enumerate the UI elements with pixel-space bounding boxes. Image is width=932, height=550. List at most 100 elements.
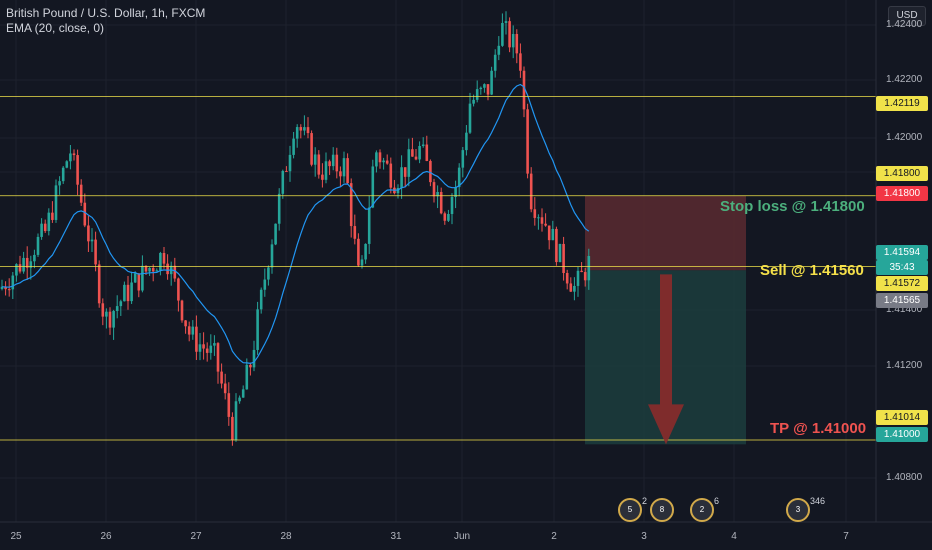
candle-body: [205, 348, 209, 353]
candle-body: [375, 152, 378, 167]
time-tick-label: 25: [10, 531, 22, 542]
candle-body: [497, 45, 501, 55]
candle-body: [519, 53, 522, 71]
candle-body: [461, 150, 465, 168]
candle-body: [58, 181, 61, 186]
candle-body: [486, 84, 490, 95]
candle-body: [36, 236, 40, 255]
candle-body: [443, 213, 447, 221]
level-tag-1: 1.42119: [876, 96, 928, 111]
candle-body: [515, 34, 519, 54]
candle-body: [324, 161, 328, 180]
tp-marker-tag: 1.41000: [876, 427, 928, 442]
event-icon-4[interactable]: 3: [786, 498, 810, 522]
candle-body: [115, 306, 119, 311]
candle-body: [382, 160, 385, 163]
candle-body: [97, 264, 101, 304]
candle-body: [187, 326, 191, 335]
candle-body: [339, 171, 342, 177]
stop-loss-annotation: Stop loss @ 1.41800: [720, 198, 865, 215]
candle-body: [87, 225, 90, 242]
candle-body: [227, 393, 231, 417]
candle-body: [306, 127, 310, 134]
price-tick-label: 1.41200: [886, 360, 923, 371]
candle-body: [141, 265, 144, 291]
candle-body: [245, 364, 249, 390]
candle-body: [580, 270, 583, 273]
candle-body: [407, 149, 411, 177]
candle-body: [569, 283, 573, 292]
candle-body: [155, 270, 159, 272]
time-tick-label: 26: [100, 531, 112, 542]
currency-label[interactable]: USD: [888, 6, 926, 26]
countdown-tag: 35:43: [876, 260, 928, 275]
candle-body: [313, 154, 317, 165]
candle-body: [389, 163, 393, 188]
event-count-1: 2: [642, 496, 648, 506]
candle-body: [18, 264, 22, 272]
candle-body: [425, 144, 429, 161]
candle-body: [411, 149, 414, 157]
chart-legend[interactable]: British Pound / U.S. Dollar, 1h, FXCM EM…: [6, 6, 205, 36]
candle-body: [288, 154, 292, 172]
candle-body: [483, 84, 486, 88]
candle-body: [259, 289, 263, 310]
candle-body: [504, 21, 508, 23]
candle-body: [151, 267, 155, 272]
price-tick-label: 1.41400: [886, 304, 923, 315]
event-icon-2[interactable]: 8: [650, 498, 674, 522]
candle-body: [432, 182, 436, 197]
candle-body: [61, 167, 65, 182]
candle-body: [159, 252, 162, 271]
candle-body: [25, 257, 29, 268]
candle-body: [202, 344, 205, 349]
candle-body: [479, 87, 483, 90]
candle-body: [573, 285, 576, 292]
candle-body: [72, 153, 76, 156]
candle-body: [522, 70, 526, 110]
candle-body: [274, 223, 277, 245]
candle-body: [0, 286, 4, 289]
candle-body: [216, 343, 220, 372]
time-tick-label: 2: [551, 531, 557, 542]
candle-body: [184, 320, 187, 327]
candle-body: [335, 154, 339, 172]
candle-body: [501, 22, 504, 46]
candle-body: [234, 401, 238, 440]
candle-body: [177, 278, 180, 301]
event-icon-1[interactable]: 5: [618, 498, 642, 522]
candle-body: [551, 228, 555, 241]
candle-body: [403, 167, 407, 177]
grid: [0, 0, 876, 522]
candle-body: [346, 158, 349, 184]
candle-body: [277, 193, 281, 224]
candle-body: [317, 154, 321, 175]
candle-body: [270, 244, 274, 268]
candle-body: [213, 343, 216, 346]
candle-body: [223, 383, 227, 394]
candle-body: [191, 326, 195, 335]
candle-body: [349, 183, 353, 227]
event-icon-3[interactable]: 2: [690, 498, 714, 522]
stop-loss-zone: [585, 195, 746, 271]
candle-body: [133, 273, 137, 283]
last-level-tag: 1.41565: [876, 293, 928, 308]
candle-body: [249, 364, 252, 368]
down-arrow: [648, 274, 684, 445]
candle-body: [231, 416, 234, 440]
candle-body: [281, 170, 285, 194]
stop-marker-tag: 1.41800: [876, 186, 928, 201]
time-tick-label: Jun: [453, 531, 471, 542]
candle-body: [526, 109, 529, 174]
indicator-label[interactable]: EMA (20, close, 0): [6, 21, 105, 35]
symbol-label[interactable]: British Pound / U.S. Dollar, 1h, FXCM: [6, 6, 206, 20]
candle-body: [285, 170, 288, 172]
candle-body: [195, 326, 198, 352]
price-tick-label: 1.42000: [886, 132, 923, 143]
ema-line: [1, 83, 590, 365]
candle-body: [511, 34, 515, 48]
time-tick-label: 31: [390, 531, 402, 542]
candle-body: [43, 223, 47, 232]
candle-body: [364, 243, 367, 260]
candle-body: [112, 310, 115, 328]
